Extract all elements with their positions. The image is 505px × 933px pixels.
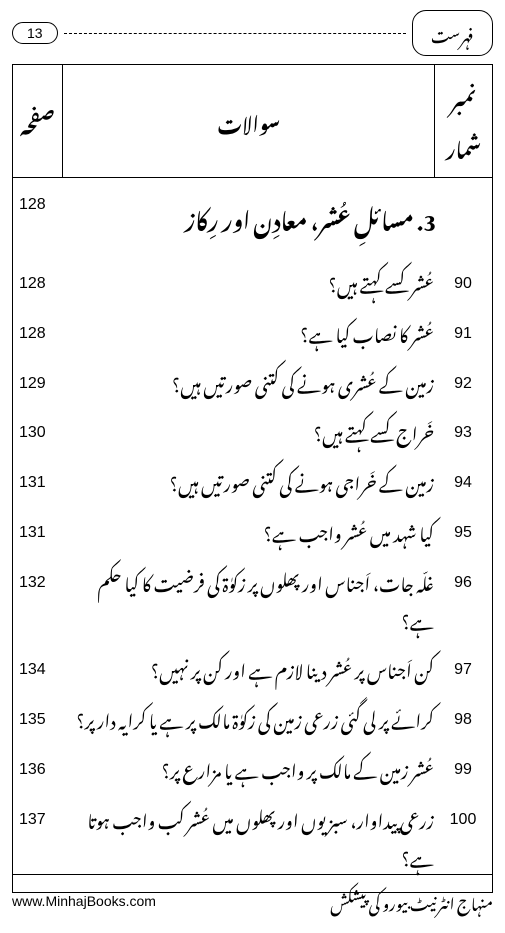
table-row: 98کرائے پر لی گئی زرعی زمین کی زکوٰۃ مال… xyxy=(19,693,486,743)
header-question: سوالات xyxy=(63,65,435,178)
row-page: 132 xyxy=(19,562,63,600)
row-number: 97 xyxy=(440,649,486,687)
table-row: 100زرعی پیداوار، سبزیوں اور پھلوں میں عُ… xyxy=(19,793,486,881)
page-number-pill: 13 xyxy=(12,22,58,44)
row-question: کیا شہد میں عُشر واجب ہے؟ xyxy=(63,512,440,550)
table-row: 90عُشر کسے کہتے ہیں؟128 xyxy=(19,257,486,307)
table-row: 99عُشر زمین کے مالک پر واجب ہے یا مزارع … xyxy=(19,743,486,793)
table-row: 95کیا شہد میں عُشر واجب ہے؟131 xyxy=(19,506,486,556)
row-page: 131 xyxy=(19,512,63,550)
row-page: 128 xyxy=(19,263,63,301)
section-row: 3. مسائلِ عُشر، معادِن اور رِکاز128 xyxy=(19,182,486,257)
table-row: 93خَراج کسے کہتے ہیں؟130 xyxy=(19,406,486,456)
row-page: 130 xyxy=(19,412,63,450)
table-row: 97کن اَجناس پر عُشر دینا لازم ہے اور کن … xyxy=(19,643,486,693)
row-question: زرعی پیداوار، سبزیوں اور پھلوں میں عُشر … xyxy=(63,799,440,875)
footer: www.MinhajBooks.com منہاج انٹرنیٹ بیورو … xyxy=(12,874,493,921)
toc-table: نمبر شمار سوالات صفحہ 3. مسائلِ عُشر، مع… xyxy=(12,64,493,893)
table-row: 91عُشر کا نصاب کیا ہے؟128 xyxy=(19,307,486,357)
row-number: 92 xyxy=(440,363,486,401)
row-number: 90 xyxy=(440,263,486,301)
row-page: 135 xyxy=(19,699,63,737)
row-page: 136 xyxy=(19,749,63,787)
row-number: 99 xyxy=(440,749,486,787)
row-question: زمین کے خَراجی ہونے کی کتنی صورتیں ہیں؟ xyxy=(63,462,440,500)
row-question: کن اَجناس پر عُشر دینا لازم ہے اور کن پر… xyxy=(63,649,440,687)
row-page: 134 xyxy=(19,649,63,687)
footer-credit: منہاج انٹرنیٹ بیورو کی پیشکش xyxy=(330,881,493,921)
section-title: 3. مسائلِ عُشر، معادِن اور رِکاز xyxy=(63,190,440,245)
header-dashed-line xyxy=(64,33,406,34)
row-number: 91 xyxy=(440,313,486,351)
row-number: 98 xyxy=(440,699,486,737)
row-question: عُشر کا نصاب کیا ہے؟ xyxy=(63,313,440,351)
header-label: فہرست xyxy=(431,13,474,53)
footer-url: www.MinhajBooks.com xyxy=(12,893,156,909)
row-question: غلّہ جات، اَجناس اور پھلوں پر زکوٰۃ کی ف… xyxy=(63,562,440,638)
row-number: 94 xyxy=(440,462,486,500)
row-page: 128 xyxy=(19,313,63,351)
row-question: خَراج کسے کہتے ہیں؟ xyxy=(63,412,440,450)
row-page: 131 xyxy=(19,462,63,500)
table-row: 92زمین کے عُشری ہونے کی کتنی صورتیں ہیں؟… xyxy=(19,357,486,407)
row-page: 137 xyxy=(19,799,63,837)
top-bar: 13 فہرست xyxy=(12,10,493,56)
row-number: 95 xyxy=(440,512,486,550)
header-page: صفحہ xyxy=(13,65,63,178)
row-number: 96 xyxy=(440,562,486,600)
table-row: 96غلّہ جات، اَجناس اور پھلوں پر زکوٰۃ کی… xyxy=(19,556,486,644)
row-question: عُشر کسے کہتے ہیں؟ xyxy=(63,263,440,301)
row-number: 93 xyxy=(440,412,486,450)
table-row: 94زمین کے خَراجی ہونے کی کتنی صورتیں ہیں… xyxy=(19,456,486,506)
header-label-pill: فہرست xyxy=(412,10,493,56)
rows-container: 3. مسائلِ عُشر، معادِن اور رِکاز12890عُش… xyxy=(13,178,492,892)
header-number: نمبر شمار xyxy=(435,65,493,178)
row-number: 100 xyxy=(440,799,486,837)
row-question: عُشر زمین کے مالک پر واجب ہے یا مزارع پر… xyxy=(63,749,440,787)
row-question: کرائے پر لی گئی زرعی زمین کی زکوٰۃ مالک … xyxy=(63,699,440,737)
row-question: زمین کے عُشری ہونے کی کتنی صورتیں ہیں؟ xyxy=(63,363,440,401)
row-page: 129 xyxy=(19,363,63,401)
section-page: 128 xyxy=(19,190,63,214)
page-number: 13 xyxy=(27,25,43,41)
